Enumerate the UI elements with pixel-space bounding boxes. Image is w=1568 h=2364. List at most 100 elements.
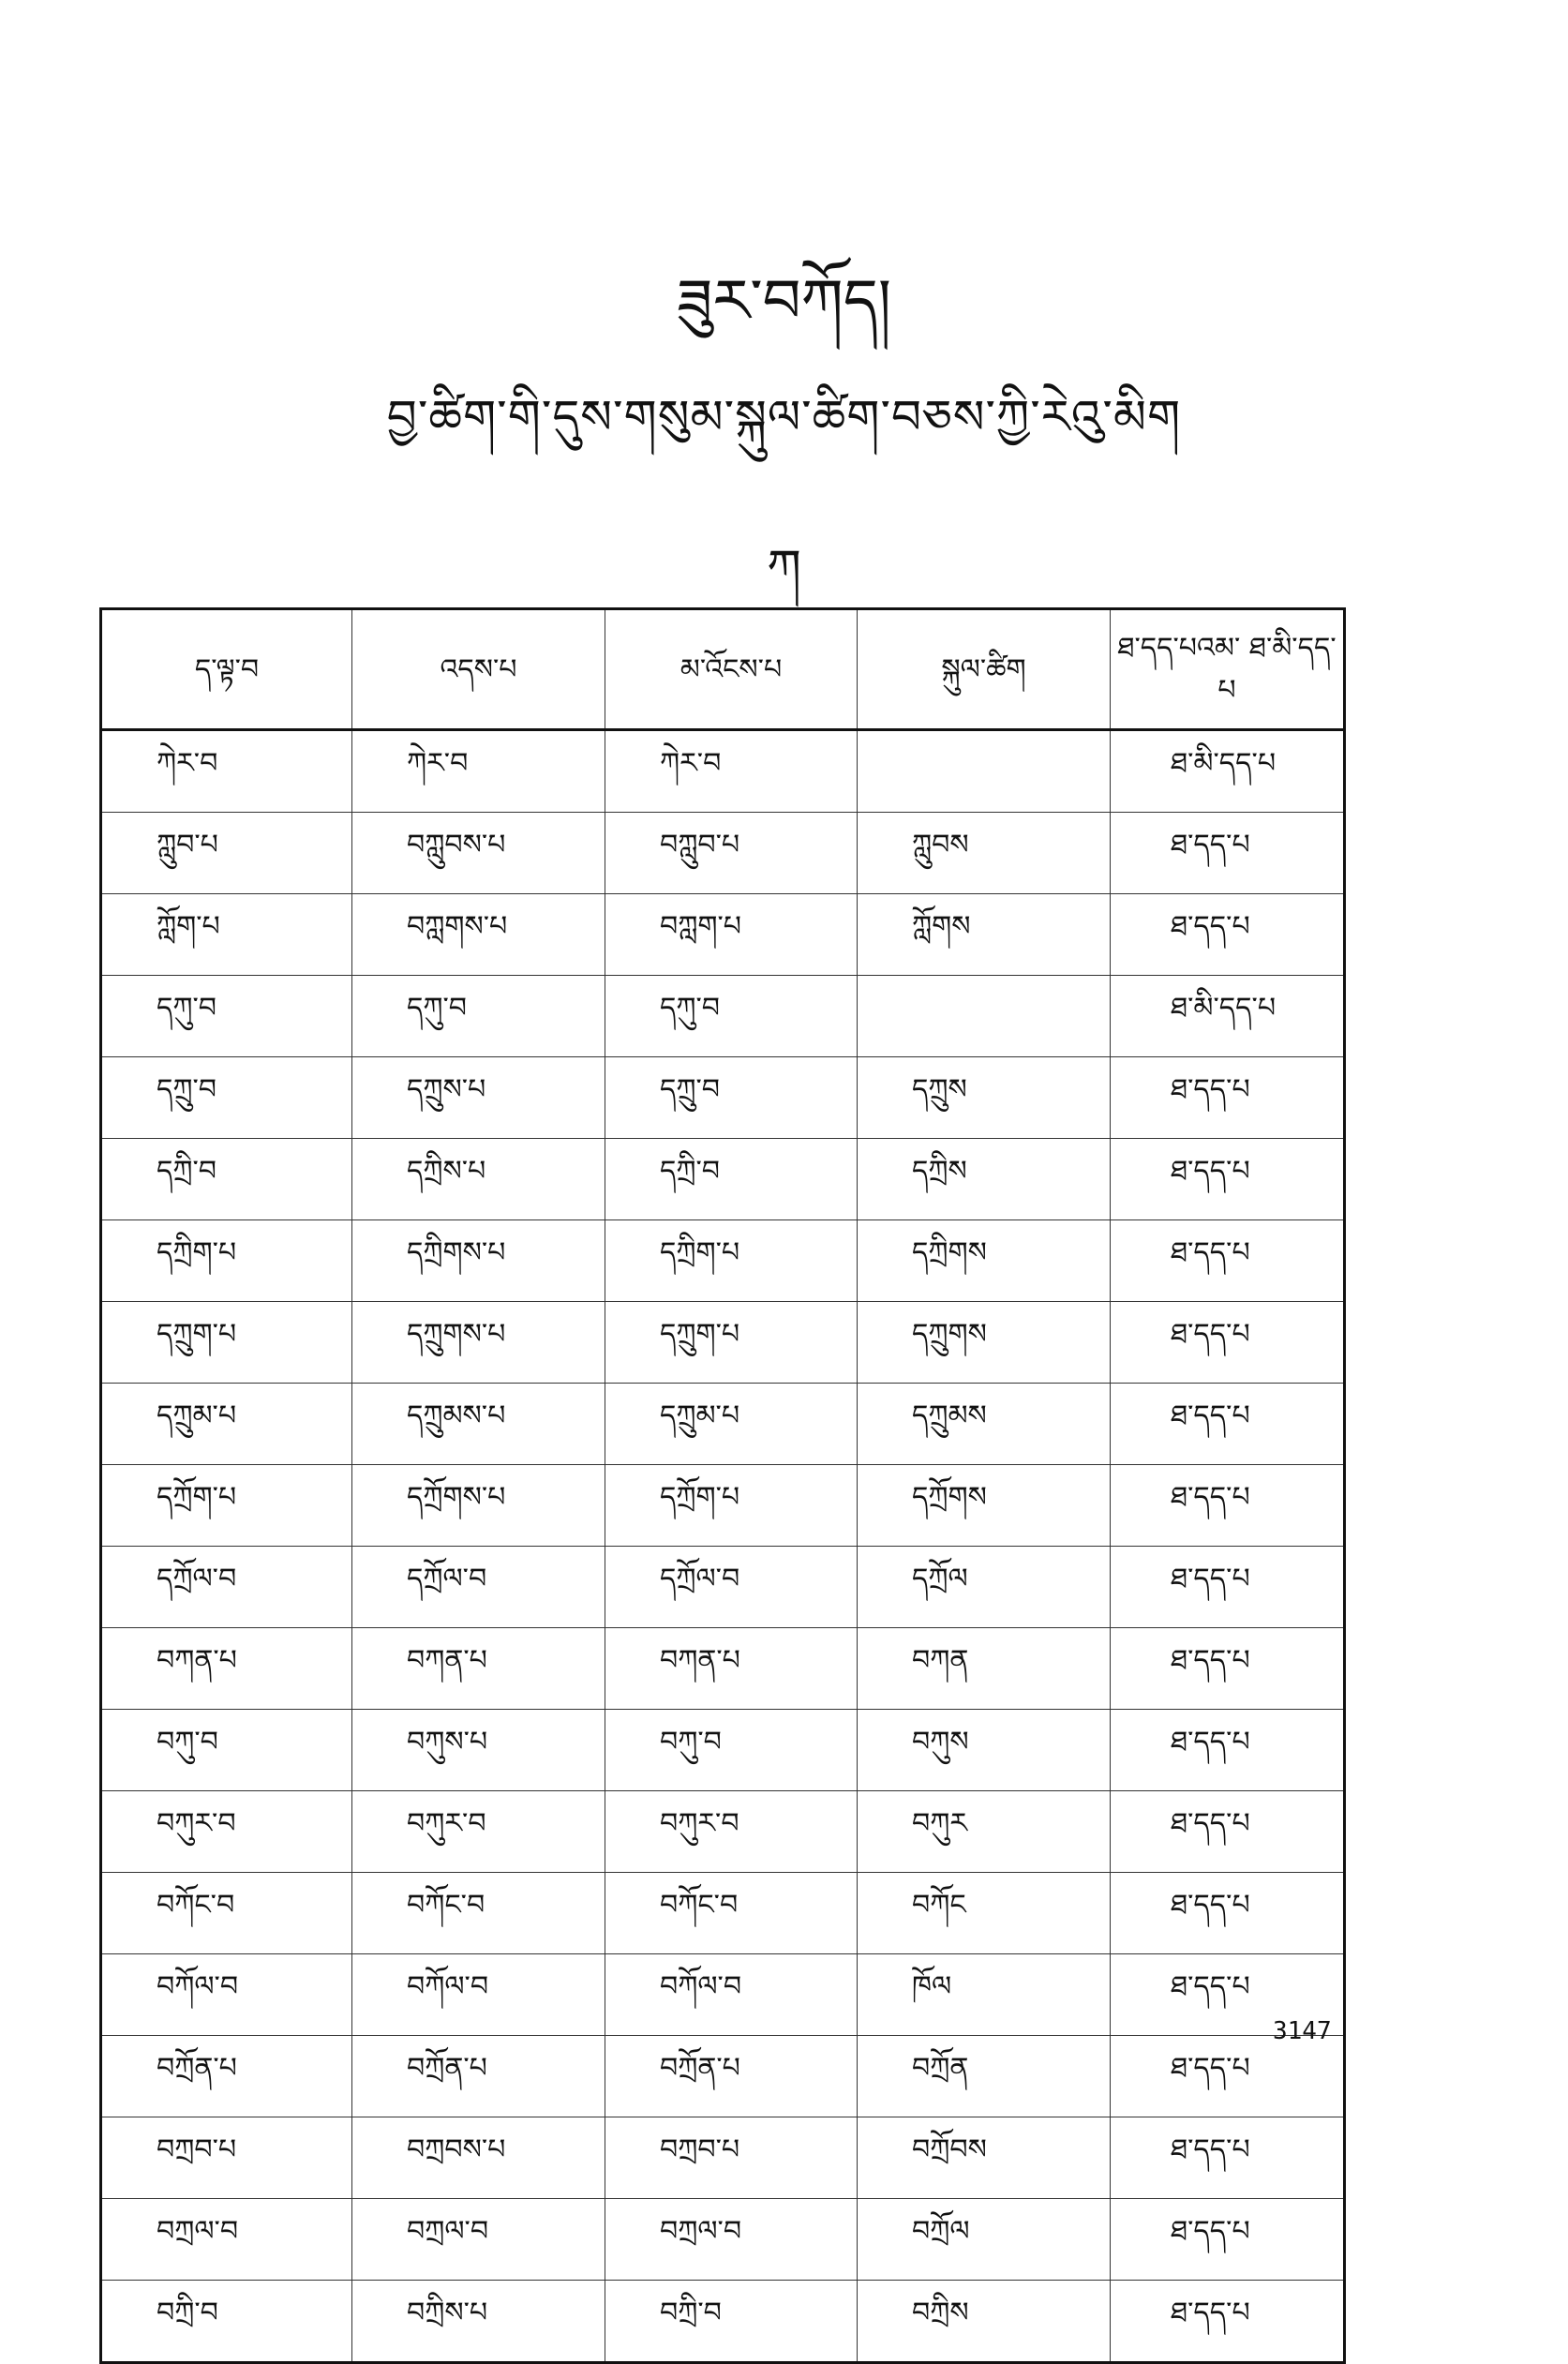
table-row: བཀུ་བ བཀུས་པ བཀུ་བ བཀུས ཐ་དད་པ xyxy=(100,1709,1345,1791)
cell-past: བཀྲབས་པ xyxy=(351,2117,605,2199)
cell-future: བཀྲལ་བ xyxy=(605,2198,858,2281)
cell-transitivity: ཐ་དད་པ xyxy=(1110,1709,1345,1791)
table-row: དཀྲི་བ དཀྲིས་པ དཀྲི་བ དཀྲིས ཐ་དད་པ xyxy=(100,1138,1345,1220)
cell-past: བཀོལ་བ xyxy=(351,1953,605,2036)
cell-transitivity: ཐ་དད་པ xyxy=(1110,1464,1345,1547)
cell-future: བཀླག་པ xyxy=(605,893,858,976)
cell-present: དཀྲི་བ xyxy=(100,1138,352,1220)
cell-present: བཀྲི་བ xyxy=(100,2280,352,2363)
cell-transitivity: ཐ་དད་པ xyxy=(1110,1546,1345,1628)
cell-past: དཀྲིགས་པ xyxy=(351,1219,605,1302)
cell-past: བཀྲལ་བ xyxy=(351,2198,605,2281)
table-row: དཀྲོག་པ དཀྲོགས་པ དཀྲོག་པ དཀྲོགས ཐ་དད་པ xyxy=(100,1464,1345,1547)
cell-present: བཀོང་བ xyxy=(100,1872,352,1954)
cell-past: བཀུས་པ xyxy=(351,1709,605,1791)
cell-imperative: དཀྲོགས xyxy=(857,1464,1111,1547)
cell-future: བཀུར་བ xyxy=(605,1790,858,1873)
cell-transitivity: ཐ་དད་པ xyxy=(1110,893,1345,976)
cell-imperative: བཀྲོན xyxy=(857,2035,1111,2117)
table-row: ཀླུབ་པ བཀླུབས་པ བཀླུབ་པ ཀླུབས ཐ་དད་པ xyxy=(100,812,1345,894)
table-row: དཀྲུ་བ དཀྲུས་པ དཀྲུ་བ དཀྲུས ཐ་དད་པ xyxy=(100,1056,1345,1139)
cell-transitivity: ཐ་དད་པ xyxy=(1110,1383,1345,1465)
cell-imperative: བཀྲོལ xyxy=(857,2198,1111,2281)
table-row: བཀན་པ བཀན་པ བཀན་པ བཀན ཐ་དད་པ xyxy=(100,1627,1345,1710)
cell-transitivity: ཐ་མི་དད་པ xyxy=(1110,729,1345,813)
cell-present: ཀློག་པ xyxy=(100,893,352,976)
table-row: བཀྲབ་པ བཀྲབས་པ བཀྲབ་པ བཀྲོབས ཐ་དད་པ xyxy=(100,2117,1345,2199)
cell-future: དཀྲོག་པ xyxy=(605,1464,858,1547)
table-row: དཀུ་བ དཀུ་བ དཀུ་བ ཐ་མི་དད་པ xyxy=(100,975,1345,1057)
header-present: ད་ལྟ་བ xyxy=(100,608,352,731)
cell-present: དཀྲོལ་བ xyxy=(100,1546,352,1628)
cell-past: བཀྲོན་པ xyxy=(351,2035,605,2117)
cell-transitivity: ཐ་དད་པ xyxy=(1110,2117,1345,2199)
cell-past: བཀན་པ xyxy=(351,1627,605,1710)
header-transitivity: ཐ་དད་པའམ་ ཐ་མི་དད་པ xyxy=(1110,608,1345,731)
cell-imperative: ཀླུབས xyxy=(857,812,1111,894)
cell-present: བཀྲབ་པ xyxy=(100,2117,352,2199)
cell-present: བཀྲལ་བ xyxy=(100,2198,352,2281)
cell-transitivity: ཐ་དད་པ xyxy=(1110,1056,1345,1139)
cell-past: བཀོང་བ xyxy=(351,1872,605,1954)
cell-imperative xyxy=(857,975,1111,1057)
cell-present: དཀྲུ་བ xyxy=(100,1056,352,1139)
cell-imperative: དཀྲུགས xyxy=(857,1301,1111,1384)
cell-imperative: བཀྲིས xyxy=(857,2280,1111,2363)
cell-future: བཀོལ་བ xyxy=(605,1953,858,2036)
cell-present: དཀྲིག་པ xyxy=(100,1219,352,1302)
header-imperative: སྐུལ་ཚིག xyxy=(857,608,1111,731)
cell-present: དཀྲུག་པ xyxy=(100,1301,352,1384)
table-row: དཀྲོལ་བ དཀྲོལ་བ དཀྲོལ་བ དཀྲོལ ཐ་དད་པ xyxy=(100,1546,1345,1628)
cell-imperative: དཀྲིས xyxy=(857,1138,1111,1220)
cell-future: དཀྲུ་བ xyxy=(605,1056,858,1139)
cell-imperative: ཀློགས xyxy=(857,893,1111,976)
verb-conjugation-table: ད་ལྟ་བ འདས་པ མ་འོངས་པ སྐུལ་ཚིག ཐ་དད་པའམ་… xyxy=(99,607,1346,2364)
table-row: ཀེར་བ ཀེར་བ ཀེར་བ ཐ་མི་དད་པ xyxy=(100,729,1345,813)
cell-present: བཀན་པ xyxy=(100,1627,352,1710)
cell-present: ཀེར་བ xyxy=(100,729,352,813)
cell-transitivity: ཐ་དད་པ xyxy=(1110,2035,1345,2117)
cell-imperative: བཀན xyxy=(857,1627,1111,1710)
cell-imperative: དཀྲུས xyxy=(857,1056,1111,1139)
table-row: བཀོལ་བ བཀོལ་བ བཀོལ་བ ཁོལ ཐ་དད་པ xyxy=(100,1953,1345,2036)
cell-present: བཀྲོན་པ xyxy=(100,2035,352,2117)
header-past: འདས་པ xyxy=(351,608,605,731)
cell-past: བཀླགས་པ xyxy=(351,893,605,976)
cell-present: དཀྲོག་པ xyxy=(100,1464,352,1547)
cell-past: དཀྲོལ་བ xyxy=(351,1546,605,1628)
cell-present: བཀུར་བ xyxy=(100,1790,352,1873)
cell-future: དཀྲིག་པ xyxy=(605,1219,858,1302)
cell-imperative: བཀུས xyxy=(857,1709,1111,1791)
cell-transitivity: ཐ་དད་པ xyxy=(1110,1953,1345,2036)
cell-transitivity: ཐ་དད་པ xyxy=(1110,2198,1345,2281)
cell-imperative: དཀྲོལ xyxy=(857,1546,1111,1628)
table-row: ཀློག་པ བཀླགས་པ བཀླག་པ ཀློགས ཐ་དད་པ xyxy=(100,893,1345,976)
cell-future: དཀྲོལ་བ xyxy=(605,1546,858,1628)
cell-present: བཀུ་བ xyxy=(100,1709,352,1791)
page-title: ཟུར་བཀོད། xyxy=(677,267,891,337)
cell-future: བཀུ་བ xyxy=(605,1709,858,1791)
cell-imperative: བཀོང xyxy=(857,1872,1111,1954)
table-row: བཀོང་བ བཀོང་བ བཀོང་བ བཀོང ཐ་དད་པ xyxy=(100,1872,1345,1954)
header-future: མ་འོངས་པ xyxy=(605,608,858,731)
cell-imperative: དཀྲུམས xyxy=(857,1383,1111,1465)
cell-transitivity: ཐ་དད་པ xyxy=(1110,1219,1345,1302)
page-subtitle: བྱ་ཚིག་གི་དུས་གསུམ་སྐུལ་ཚིག་བཅས་ཀྱི་རེའུ… xyxy=(386,390,1182,444)
cell-future: བཀྲི་བ xyxy=(605,2280,858,2363)
table-row: དཀྲུག་པ དཀྲུགས་པ དཀྲུག་པ དཀྲུགས ཐ་དད་པ xyxy=(100,1301,1345,1384)
cell-future: དཀུ་བ xyxy=(605,975,858,1057)
table-row: དཀྲུམ་པ དཀྲུམས་པ དཀྲུམ་པ དཀྲུམས ཐ་དད་པ xyxy=(100,1383,1345,1465)
cell-past: བཀུར་བ xyxy=(351,1790,605,1873)
cell-future: དཀྲི་བ xyxy=(605,1138,858,1220)
table-header-row: ད་ལྟ་བ འདས་པ མ་འོངས་པ སྐུལ་ཚིག ཐ་དད་པའམ་… xyxy=(100,608,1345,731)
cell-past: དཀྲུམས་པ xyxy=(351,1383,605,1465)
table-row: བཀྲལ་བ བཀྲལ་བ བཀྲལ་བ བཀྲོལ ཐ་དད་པ xyxy=(100,2198,1345,2281)
cell-future: བཀླུབ་པ xyxy=(605,812,858,894)
cell-past: དཀྲུས་པ xyxy=(351,1056,605,1139)
cell-transitivity: ཐ་དད་པ xyxy=(1110,1790,1345,1873)
cell-transitivity: ཐ་དད་པ xyxy=(1110,1627,1345,1710)
cell-transitivity: ཐ་དད་པ xyxy=(1110,1872,1345,1954)
table-row: བཀྲོན་པ བཀྲོན་པ བཀྲོན་པ བཀྲོན ཐ་དད་པ xyxy=(100,2035,1345,2117)
cell-transitivity: ཐ་དད་པ xyxy=(1110,812,1345,894)
cell-past: དཀྲིས་པ xyxy=(351,1138,605,1220)
